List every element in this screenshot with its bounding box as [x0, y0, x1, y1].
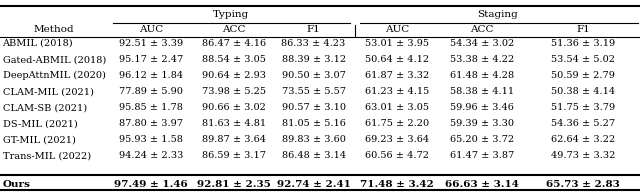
Text: Trans-MIL (2022): Trans-MIL (2022) — [3, 151, 91, 160]
Text: 59.39 ± 3.30: 59.39 ± 3.30 — [451, 119, 515, 128]
Text: 92.74 ± 2.41: 92.74 ± 2.41 — [276, 180, 351, 189]
Text: 61.75 ± 2.20: 61.75 ± 2.20 — [365, 119, 429, 128]
Text: 50.38 ± 4.14: 50.38 ± 4.14 — [551, 87, 615, 96]
Text: 54.34 ± 3.02: 54.34 ± 3.02 — [450, 39, 515, 48]
Text: ACC: ACC — [222, 25, 245, 34]
Text: Gated-ABMIL (2018): Gated-ABMIL (2018) — [3, 55, 106, 64]
Text: 69.23 ± 3.64: 69.23 ± 3.64 — [365, 135, 429, 144]
Text: 87.80 ± 3.97: 87.80 ± 3.97 — [119, 119, 183, 128]
Text: 77.89 ± 5.90: 77.89 ± 5.90 — [120, 87, 183, 96]
Text: 86.59 ± 3.17: 86.59 ± 3.17 — [202, 151, 266, 160]
Text: 90.50 ± 3.07: 90.50 ± 3.07 — [282, 71, 346, 80]
Text: 49.73 ± 3.32: 49.73 ± 3.32 — [551, 151, 615, 160]
Text: 61.48 ± 4.28: 61.48 ± 4.28 — [450, 71, 515, 80]
Text: 53.01 ± 3.95: 53.01 ± 3.95 — [365, 39, 429, 48]
Text: Staging: Staging — [477, 10, 518, 19]
Text: 97.49 ± 1.46: 97.49 ± 1.46 — [115, 180, 188, 189]
Text: 61.23 ± 4.15: 61.23 ± 4.15 — [365, 87, 429, 96]
Text: 51.75 ± 3.79: 51.75 ± 3.79 — [551, 103, 615, 112]
Text: 54.36 ± 5.27: 54.36 ± 5.27 — [551, 119, 615, 128]
Text: 61.87 ± 3.32: 61.87 ± 3.32 — [365, 71, 429, 80]
Text: 65.20 ± 3.72: 65.20 ± 3.72 — [450, 135, 515, 144]
Text: 59.96 ± 3.46: 59.96 ± 3.46 — [451, 103, 514, 112]
Text: 92.81 ± 2.35: 92.81 ± 2.35 — [196, 180, 271, 189]
Text: 88.54 ± 3.05: 88.54 ± 3.05 — [202, 55, 266, 64]
Text: 71.48 ± 3.42: 71.48 ± 3.42 — [360, 180, 434, 189]
Text: CLAM-MIL (2021): CLAM-MIL (2021) — [3, 87, 93, 96]
Text: 96.12 ± 1.84: 96.12 ± 1.84 — [119, 71, 184, 80]
Text: DS-MIL (2021): DS-MIL (2021) — [3, 119, 77, 128]
Text: 90.64 ± 2.93: 90.64 ± 2.93 — [202, 71, 266, 80]
Text: 50.64 ± 4.12: 50.64 ± 4.12 — [365, 55, 429, 64]
Text: 53.38 ± 4.22: 53.38 ± 4.22 — [450, 55, 515, 64]
Text: 63.01 ± 3.05: 63.01 ± 3.05 — [365, 103, 429, 112]
Text: AUC: AUC — [385, 25, 409, 34]
Text: AUC: AUC — [140, 25, 163, 34]
Text: ABMIL (2018): ABMIL (2018) — [3, 39, 73, 48]
Text: 95.93 ± 1.58: 95.93 ± 1.58 — [120, 135, 183, 144]
Text: 66.63 ± 3.14: 66.63 ± 3.14 — [445, 180, 519, 189]
Text: 81.63 ± 4.81: 81.63 ± 4.81 — [202, 119, 266, 128]
Text: 89.83 ± 3.60: 89.83 ± 3.60 — [282, 135, 346, 144]
Text: 73.55 ± 5.57: 73.55 ± 5.57 — [282, 87, 346, 96]
Text: 95.85 ± 1.78: 95.85 ± 1.78 — [120, 103, 183, 112]
Text: 86.48 ± 3.14: 86.48 ± 3.14 — [282, 151, 346, 160]
Text: F1: F1 — [307, 25, 321, 34]
Text: 50.59 ± 2.79: 50.59 ± 2.79 — [551, 71, 615, 80]
Text: 89.87 ± 3.64: 89.87 ± 3.64 — [202, 135, 266, 144]
Text: 51.36 ± 3.19: 51.36 ± 3.19 — [551, 39, 615, 48]
Text: Typing: Typing — [213, 10, 250, 19]
Text: 60.56 ± 4.72: 60.56 ± 4.72 — [365, 151, 429, 160]
Text: 95.17 ± 2.47: 95.17 ± 2.47 — [119, 55, 184, 64]
Text: 86.47 ± 4.16: 86.47 ± 4.16 — [202, 39, 266, 48]
Text: 88.39 ± 3.12: 88.39 ± 3.12 — [282, 55, 346, 64]
Text: ACC: ACC — [470, 25, 494, 34]
Text: 61.47 ± 3.87: 61.47 ± 3.87 — [450, 151, 515, 160]
Text: 92.51 ± 3.39: 92.51 ± 3.39 — [119, 39, 184, 48]
Text: 73.98 ± 5.25: 73.98 ± 5.25 — [202, 87, 266, 96]
Text: 81.05 ± 5.16: 81.05 ± 5.16 — [282, 119, 346, 128]
Text: 62.64 ± 3.22: 62.64 ± 3.22 — [551, 135, 615, 144]
Text: F1: F1 — [576, 25, 590, 34]
Text: 53.54 ± 5.02: 53.54 ± 5.02 — [551, 55, 615, 64]
Text: CLAM-SB (2021): CLAM-SB (2021) — [3, 103, 86, 112]
Text: 58.38 ± 4.11: 58.38 ± 4.11 — [450, 87, 515, 96]
Text: 90.66 ± 3.02: 90.66 ± 3.02 — [202, 103, 266, 112]
Text: GT-MIL (2021): GT-MIL (2021) — [3, 135, 76, 144]
Text: 86.33 ± 4.23: 86.33 ± 4.23 — [282, 39, 346, 48]
Text: 65.73 ± 2.83: 65.73 ± 2.83 — [546, 180, 620, 189]
Text: 90.57 ± 3.10: 90.57 ± 3.10 — [282, 103, 346, 112]
Text: DeepAttnMIL (2020): DeepAttnMIL (2020) — [3, 71, 106, 80]
Text: Ours: Ours — [3, 180, 31, 189]
Text: Method: Method — [33, 25, 74, 34]
Text: 94.24 ± 2.33: 94.24 ± 2.33 — [119, 151, 184, 160]
